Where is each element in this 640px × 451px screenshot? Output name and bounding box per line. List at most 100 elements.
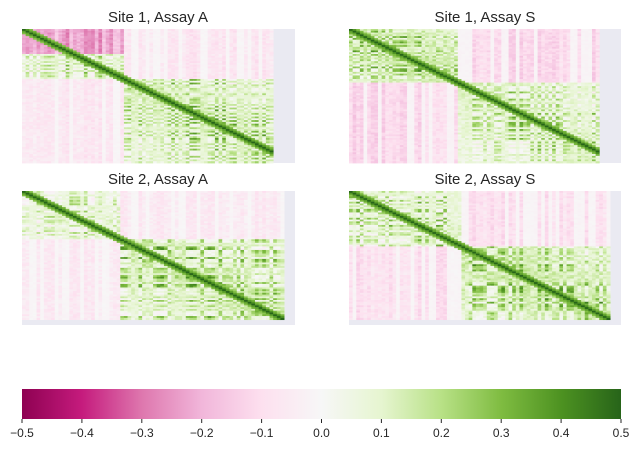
heatmap-cell <box>156 46 161 50</box>
heatmap-cell <box>247 34 252 37</box>
heatmap-cell <box>69 48 74 51</box>
heatmap-cell <box>76 55 81 58</box>
heatmap-cell <box>185 43 190 46</box>
heatmap-cell <box>123 30 128 33</box>
heatmap-cell <box>142 36 147 39</box>
heatmap-cell <box>142 45 147 48</box>
heatmap-cell <box>40 36 45 39</box>
heatmap-cell <box>258 43 263 46</box>
heatmap-cell <box>87 43 92 46</box>
heatmap-cell <box>32 45 37 48</box>
heatmap-cell <box>87 30 92 33</box>
heatmap-cell <box>182 45 187 48</box>
heatmap-cell <box>54 45 59 48</box>
heatmap-cell <box>36 34 41 37</box>
heatmap-cell <box>123 46 128 50</box>
heatmap-cell <box>80 45 85 48</box>
heatmap-cell <box>204 46 209 50</box>
heatmap-cell <box>105 32 110 35</box>
heatmap-cell <box>204 32 209 35</box>
heatmap-cell <box>51 41 56 44</box>
heatmap-cell <box>51 57 56 60</box>
heatmap-cell <box>214 37 219 41</box>
heatmap-cell <box>225 46 230 50</box>
heatmap-cell <box>138 48 143 51</box>
heatmap-cell <box>222 46 227 50</box>
heatmap-cell <box>123 34 128 37</box>
heatmap-cell <box>163 39 168 42</box>
heatmap-cell <box>65 41 70 44</box>
heatmap-cell <box>240 34 245 37</box>
heatmap-cell <box>98 52 103 55</box>
heatmap-cell <box>214 55 219 58</box>
heatmap-cell <box>258 57 263 60</box>
heatmap-cell <box>91 59 96 62</box>
heatmap-cell <box>207 48 212 51</box>
heatmap-cell <box>218 37 223 41</box>
heatmap-cell <box>120 52 125 55</box>
heatmap-cell <box>211 36 216 39</box>
heatmap-cell <box>43 50 48 53</box>
heatmap-cell <box>142 30 147 33</box>
heatmap-cell <box>214 54 219 57</box>
heatmap-cell <box>134 48 139 51</box>
heatmap-cell <box>244 43 249 46</box>
heatmap-cell <box>25 36 30 39</box>
heatmap-cell <box>193 36 198 39</box>
heatmap-cell <box>156 48 161 51</box>
heatmap-cell <box>193 52 198 55</box>
heatmap-cell <box>178 52 183 55</box>
heatmap-cell <box>40 57 45 60</box>
heatmap-cell <box>163 48 168 51</box>
heatmap-cell <box>113 57 118 60</box>
heatmap-cell <box>200 29 205 32</box>
heatmap-cell <box>109 30 114 33</box>
heatmap-cell <box>167 29 172 32</box>
heatmap-cell <box>244 39 249 42</box>
heatmap-cell <box>83 41 88 44</box>
heatmap-cell <box>65 54 70 57</box>
heatmap-cell <box>127 30 132 33</box>
heatmap-cell <box>156 59 161 62</box>
heatmap-cell <box>98 32 103 35</box>
heatmap-cell <box>214 48 219 51</box>
heatmap-cell <box>134 50 139 53</box>
heatmap-cell <box>269 50 274 53</box>
heatmap-cell <box>58 43 63 46</box>
heatmap-cell <box>265 45 270 48</box>
heatmap-cell <box>204 55 209 58</box>
heatmap-cell <box>189 37 194 41</box>
heatmap-cell <box>222 36 227 39</box>
heatmap-cell <box>185 48 190 51</box>
heatmap-cell <box>123 37 128 41</box>
heatmap-cell <box>116 41 121 44</box>
heatmap-cell <box>163 50 168 53</box>
heatmap-cell <box>182 39 187 42</box>
heatmap-cell <box>22 50 27 53</box>
heatmap-cell <box>127 43 132 46</box>
heatmap-cell <box>47 54 52 57</box>
heatmap-cell <box>116 52 121 55</box>
heatmap-cell <box>196 30 201 33</box>
heatmap-cell <box>160 30 165 33</box>
heatmap-cell <box>113 34 118 37</box>
heatmap-cell <box>182 36 187 39</box>
heatmap-cell <box>207 45 212 48</box>
heatmap-cell <box>225 50 230 53</box>
heatmap-cell <box>131 43 136 46</box>
heatmap-cell <box>120 41 125 44</box>
heatmap-cell <box>254 45 259 48</box>
heatmap-cell <box>196 54 201 57</box>
heatmap-cell <box>142 57 147 60</box>
heatmap-cell <box>87 54 92 57</box>
heatmap-cell <box>171 43 176 46</box>
heatmap-cell <box>174 30 179 33</box>
heatmap-cell <box>262 39 267 42</box>
heatmap-cell <box>98 48 103 51</box>
heatmap-cell <box>265 50 270 53</box>
heatmap-cell <box>87 36 92 39</box>
heatmap-cell <box>265 43 270 46</box>
heatmap-cell <box>25 43 30 46</box>
heatmap-cell <box>207 41 212 44</box>
heatmap-cell <box>98 57 103 60</box>
